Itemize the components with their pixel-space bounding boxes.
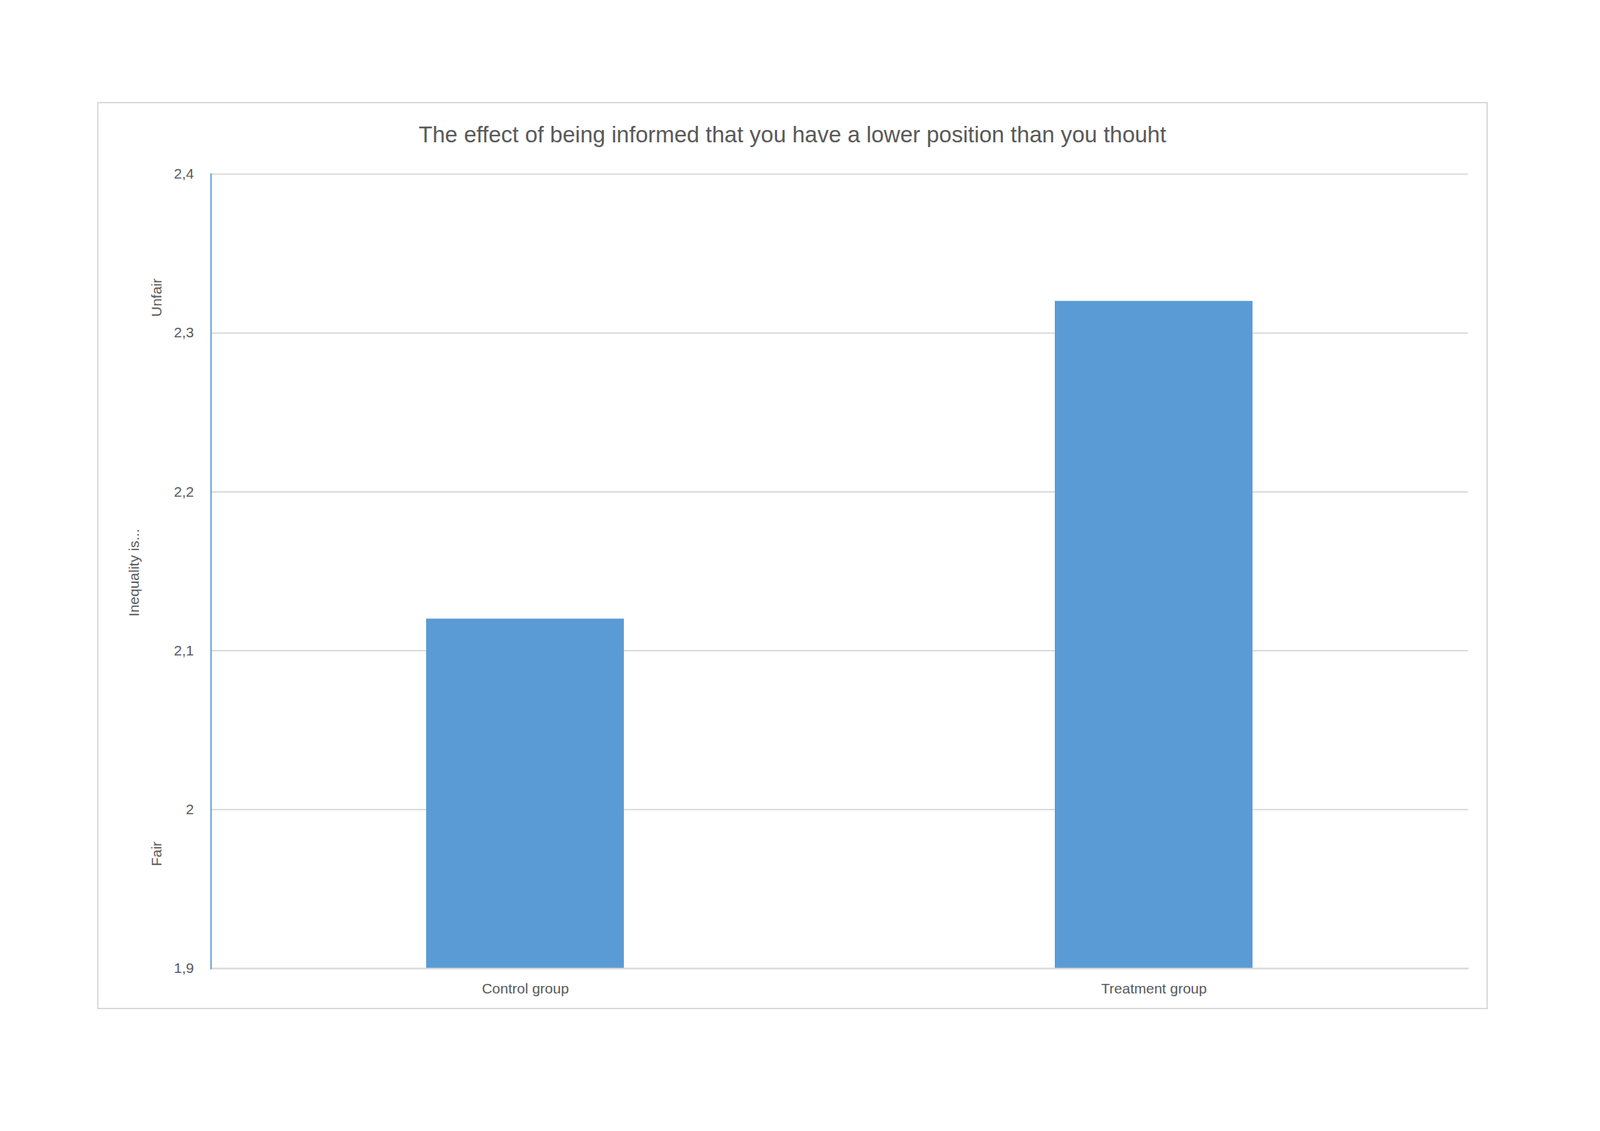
html-text:Unfair: Unfair: [148, 278, 165, 317]
svg-text:2: 2: [186, 801, 195, 817]
svg-text:Treatment group: Treatment group: [1101, 980, 1207, 996]
html-text:Inequality is...: Inequality is...: [125, 528, 142, 617]
svg-text:2,1: 2,1: [173, 642, 194, 659]
svg-text:2,4: 2,4: [173, 165, 195, 182]
html-text:Fair: Fair: [148, 841, 165, 867]
svg-text:Control group: Control group: [481, 980, 569, 996]
svg-text:1,9: 1,9: [173, 959, 194, 976]
svg-text:2,3: 2,3: [173, 324, 194, 340]
html-text:The effect of being informed t: The effect of being informed that you ha…: [418, 121, 1167, 148]
svg-text:2,2: 2,2: [173, 483, 194, 500]
